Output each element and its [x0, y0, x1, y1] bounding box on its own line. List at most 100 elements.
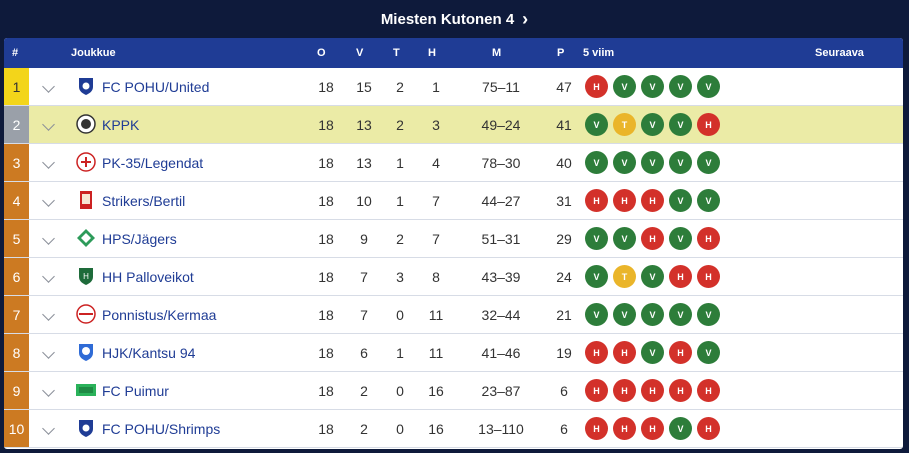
form-result-badge[interactable]: V [613, 151, 636, 174]
form-result-badge[interactable]: V [641, 113, 664, 136]
table-row[interactable]: 10 FC POHU/Shrimps 18 2 0 16 13–110 6 H H H V H [4, 410, 903, 448]
table-row[interactable]: 4 Strikers/Bertil 18 10 1 7 44–27 31 H H H V V [4, 182, 903, 220]
form-result-badge[interactable]: T [613, 265, 636, 288]
goals-cell: 13–110 [478, 421, 524, 437]
form-result-badge[interactable]: V [585, 303, 608, 326]
form-result-badge[interactable]: V [585, 151, 608, 174]
form-result-badge[interactable]: H [585, 379, 608, 402]
form-result-badge[interactable]: V [585, 265, 608, 288]
wins-cell: 13 [356, 155, 372, 171]
chevron-down-icon[interactable] [42, 422, 55, 435]
chevron-down-icon[interactable] [42, 194, 55, 207]
form-result-badge[interactable]: H [697, 379, 720, 402]
form-result-badge[interactable]: V [585, 227, 608, 250]
draws-cell: 2 [396, 231, 404, 247]
form-result-badge[interactable]: H [641, 417, 664, 440]
form-result-badge[interactable]: H [669, 379, 692, 402]
form-result-badge[interactable]: V [641, 151, 664, 174]
form-result-badge[interactable]: V [641, 303, 664, 326]
form-result-badge[interactable]: H [585, 341, 608, 364]
form-result-badge[interactable]: H [585, 189, 608, 212]
form-result-badge[interactable]: V [669, 189, 692, 212]
team-name-link[interactable]: HJK/Kantsu 94 [102, 345, 196, 361]
chevron-down-icon[interactable] [42, 118, 55, 131]
form-result-badge[interactable]: H [585, 417, 608, 440]
form-result-badge[interactable]: H [697, 417, 720, 440]
draws-cell: 2 [396, 79, 404, 95]
form-result-badge[interactable]: V [613, 75, 636, 98]
form-result-badge[interactable]: V [641, 265, 664, 288]
chevron-down-icon[interactable] [42, 80, 55, 93]
team-name-link[interactable]: HH Palloveikot [102, 269, 194, 285]
chevron-down-icon[interactable] [42, 232, 55, 245]
draws-cell: 1 [396, 155, 404, 171]
team-name-link[interactable]: FC POHU/Shrimps [102, 421, 221, 437]
chevron-down-icon[interactable] [42, 384, 55, 397]
form-result-badge[interactable]: H [613, 341, 636, 364]
form-result-badge[interactable]: V [585, 113, 608, 136]
form-result-badge[interactable]: V [613, 303, 636, 326]
team-name-link[interactable]: PK-35/Legendat [102, 155, 204, 171]
team-name-link[interactable]: Ponnistus/Kermaa [102, 307, 217, 323]
table-row[interactable]: 2 KPPK 18 13 2 3 49–24 41 V T V V H [4, 106, 903, 144]
table-row[interactable]: 1 FC POHU/United 18 15 2 1 75–11 47 H V V V V [4, 68, 903, 106]
form-result-badge[interactable]: V [669, 303, 692, 326]
draws-cell: 0 [396, 383, 404, 399]
table-row[interactable]: 5 HPS/Jägers 18 9 2 7 51–31 29 V V H V H [4, 220, 903, 258]
form-result-badge[interactable]: H [613, 189, 636, 212]
form-result-badge[interactable]: V [669, 227, 692, 250]
form-result-badge[interactable]: V [641, 341, 664, 364]
played-cell: 18 [318, 383, 334, 399]
form-result-badge[interactable]: V [697, 341, 720, 364]
form-result-badge[interactable]: V [697, 75, 720, 98]
form-result-badge[interactable]: H [613, 417, 636, 440]
losses-cell: 7 [432, 193, 440, 209]
form-result-badge[interactable]: H [669, 341, 692, 364]
wins-cell: 13 [356, 117, 372, 133]
form-result-badge[interactable]: V [669, 75, 692, 98]
form-result-badge[interactable]: V [697, 151, 720, 174]
table-row[interactable]: 7 Ponnistus/Kermaa 18 7 0 11 32–44 21 V V V V V [4, 296, 903, 334]
form-result-badge[interactable]: H [697, 113, 720, 136]
team-name-link[interactable]: FC Puimur [102, 383, 169, 399]
table-row[interactable]: 6 H HH Palloveikot 18 7 3 8 43–39 24 V T V H H [4, 258, 903, 296]
losses-cell: 4 [432, 155, 440, 171]
form-result-badge[interactable]: V [669, 113, 692, 136]
chevron-down-icon[interactable] [42, 270, 55, 283]
form-result-badge[interactable]: H [613, 379, 636, 402]
form-result-badge[interactable]: H [669, 265, 692, 288]
wins-cell: 15 [356, 79, 372, 95]
chevron-right-icon[interactable]: › [522, 9, 529, 29]
form-result-badge[interactable]: V [641, 75, 664, 98]
team-name-link[interactable]: KPPK [102, 117, 140, 133]
table-row[interactable]: 3 PK-35/Legendat 18 13 1 4 78–30 40 V V V V V [4, 144, 903, 182]
team-name-link[interactable]: HPS/Jägers [102, 231, 177, 247]
form-result-badge[interactable]: H [697, 265, 720, 288]
points-cell: 47 [556, 79, 572, 95]
draws-cell: 3 [396, 269, 404, 285]
table-row[interactable]: 9 FC Puimur 18 2 0 16 23–87 6 H H H H H [4, 372, 903, 410]
form-result-badge[interactable]: H [697, 227, 720, 250]
team-logo [76, 114, 96, 134]
chevron-down-icon[interactable] [42, 346, 55, 359]
form-result-badge[interactable]: V [669, 417, 692, 440]
header-draws: T [393, 47, 400, 59]
form-result-badge[interactable]: V [697, 303, 720, 326]
chevron-down-icon[interactable] [42, 308, 55, 321]
form-result-badge[interactable]: H [585, 75, 608, 98]
chevron-down-icon[interactable] [42, 156, 55, 169]
form-result-badge[interactable]: V [697, 189, 720, 212]
team-name-link[interactable]: Strikers/Bertil [102, 193, 186, 209]
form-result-badge[interactable]: H [641, 189, 664, 212]
form-result-badge[interactable]: H [641, 227, 664, 250]
form-result-badge[interactable]: V [669, 151, 692, 174]
league-title-bar[interactable]: Miesten Kutonen 4 › [0, 0, 909, 38]
form-result-badge[interactable]: V [613, 227, 636, 250]
league-title[interactable]: Miesten Kutonen 4 [380, 10, 515, 28]
team-name-link[interactable]: FC POHU/United [102, 79, 210, 95]
table-row[interactable]: 8 HJK/Kantsu 94 18 6 1 11 41–46 19 H H V H V [4, 334, 903, 372]
form-result-badge[interactable]: T [613, 113, 636, 136]
form-result-badge[interactable]: H [641, 379, 664, 402]
